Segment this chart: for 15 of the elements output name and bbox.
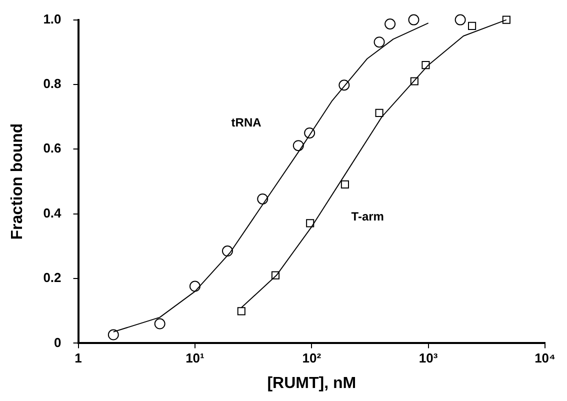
y-tick-label: 0.8	[43, 76, 62, 92]
x-tick-label: 1	[74, 350, 82, 366]
y-tick-label: 0.4	[43, 205, 62, 220]
y-tick-label: 0	[54, 334, 62, 350]
text: tRNA	[231, 116, 262, 130]
x-tick-label: 10¹	[186, 350, 204, 366]
y-tick-label: 0.6	[43, 140, 62, 156]
y-tick-label: 0.2	[43, 270, 62, 286]
x-axis-title: [RUMT], nM	[267, 374, 356, 392]
series-label: T-arm	[351, 209, 384, 224]
y-axis-title: Fraction bound	[9, 123, 26, 240]
x-tick-label: 10²	[302, 350, 322, 366]
x-tick-label: 10³	[418, 350, 438, 366]
y-tick-label: 1.0	[43, 11, 62, 26]
x-tick-label: 10⁴	[534, 350, 556, 366]
